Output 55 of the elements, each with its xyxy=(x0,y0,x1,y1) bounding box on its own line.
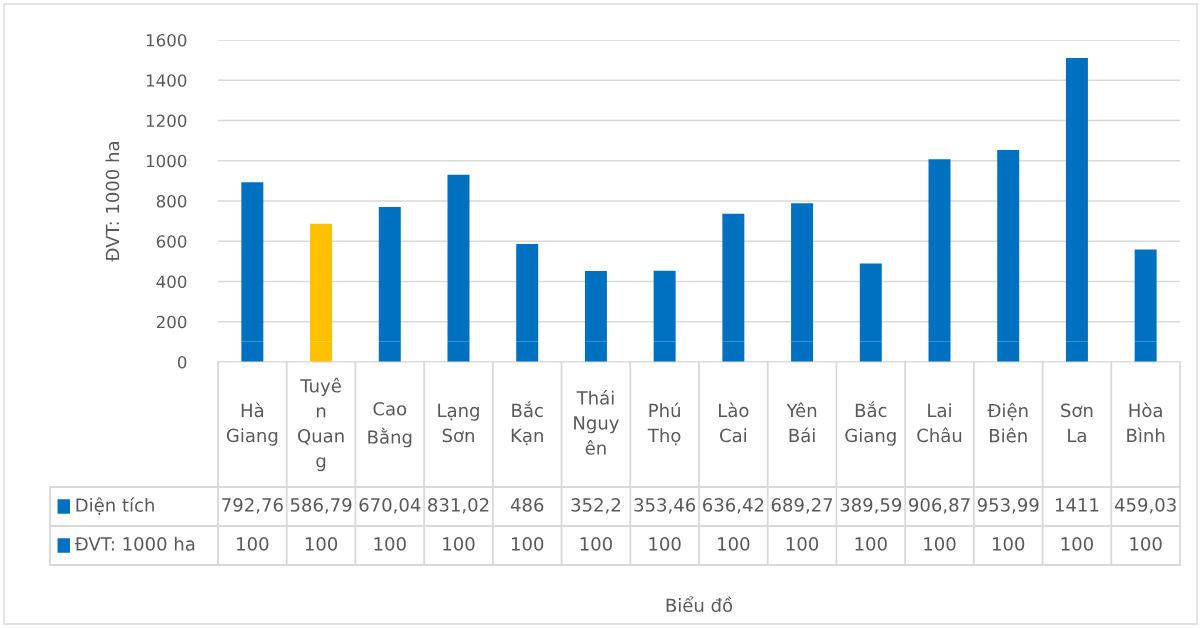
data-label: 100 xyxy=(1130,537,1162,551)
data-label: 100 xyxy=(992,537,1025,551)
x-tick-label: Bắc Giang xyxy=(845,401,896,446)
data-label: 792,76 xyxy=(222,498,283,514)
y-tick-label: 800 xyxy=(156,194,187,208)
x-tick-label: Hòa Bình xyxy=(1127,402,1165,442)
x-tick-label: Bắc Kạn xyxy=(511,401,543,446)
x-tick-label: Sơn La xyxy=(1061,403,1093,443)
x-tick-label: Cao Bằng xyxy=(368,401,412,448)
data-label: 100 xyxy=(511,537,544,551)
data-label: 100 xyxy=(786,537,819,551)
y-tick-label: 1400 xyxy=(146,74,187,87)
x-tick-label: Lào Cai xyxy=(719,402,749,443)
y-axis-title: ĐVT: 1000 ha xyxy=(105,142,120,262)
data-label: 100 xyxy=(374,537,406,551)
y-tick-label: 600 xyxy=(156,235,187,248)
data-label: 670,04 xyxy=(359,498,421,514)
legend-label: Diện tích xyxy=(76,497,154,515)
x-tick-label: Điện Biên xyxy=(987,402,1028,443)
data-label: 352,2 xyxy=(571,498,620,514)
x-tick-label: Yên Bái xyxy=(786,402,817,443)
data-label: 100 xyxy=(305,537,338,551)
data-label: 100 xyxy=(718,537,750,551)
data-label: 636,42 xyxy=(703,498,764,514)
x-tick-label: Tuyê n Quan g xyxy=(298,377,344,472)
y-tick-label: 1600 xyxy=(146,33,187,47)
y-tick-label: 1200 xyxy=(146,114,187,128)
x-tick-label: Phú Thọ xyxy=(647,402,681,446)
data-label: 353,46 xyxy=(634,498,696,514)
data-label: 586,79 xyxy=(290,498,352,514)
data-label: 100 xyxy=(924,537,956,551)
data-label: 689,27 xyxy=(771,498,833,514)
data-label: 100 xyxy=(855,537,887,551)
data-label: 100 xyxy=(649,537,681,551)
y-tick-label: 1000 xyxy=(146,154,187,168)
data-label: 100 xyxy=(443,537,475,551)
data-label: 1411 xyxy=(1055,498,1099,512)
data-label: 486 xyxy=(510,498,544,512)
data-label: 100 xyxy=(580,537,612,551)
y-tick-label: 200 xyxy=(156,315,187,329)
legend-label: ĐVT: 1000 ha xyxy=(74,536,195,551)
x-tick-label: Thái Nguy ên xyxy=(574,390,619,455)
x-tick-label: Hà Giang xyxy=(226,402,278,446)
data-label: 100 xyxy=(237,537,269,551)
x-tick-label: Lạng Sơn xyxy=(438,403,479,443)
y-tick-label: 0 xyxy=(177,355,187,369)
data-label: 459,03 xyxy=(1114,498,1176,514)
x-tick-label: Lai Châu xyxy=(917,403,962,443)
data-label: 953,99 xyxy=(977,498,1039,514)
data-label: 906,87 xyxy=(909,498,970,514)
data-label: 100 xyxy=(1061,537,1093,551)
data-label: 831,02 xyxy=(428,498,489,514)
text: Biểu đồ xyxy=(666,596,733,613)
y-tick-label: 400 xyxy=(156,275,187,289)
data-label: 389,59 xyxy=(840,498,902,514)
